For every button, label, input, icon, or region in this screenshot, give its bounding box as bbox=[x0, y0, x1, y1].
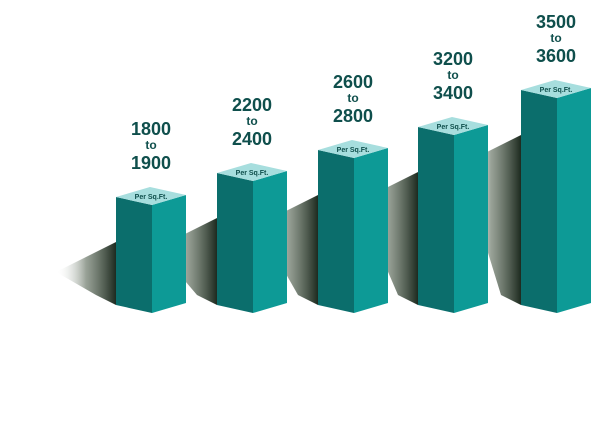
bar-to-label-1: to bbox=[145, 138, 156, 152]
bar-side-3 bbox=[354, 148, 388, 313]
bar-shadow-2 bbox=[157, 218, 217, 305]
bar-unit-label-5: Per Sq.Ft. bbox=[540, 87, 573, 94]
bar-shadow-1 bbox=[56, 242, 116, 305]
bar-high-label-1: 1900 bbox=[131, 153, 171, 173]
bar-to-label-2: to bbox=[246, 114, 257, 128]
bar-top-1 bbox=[116, 187, 186, 205]
bar-high-label-5: 3600 bbox=[536, 46, 576, 66]
bar-front-5 bbox=[521, 90, 557, 313]
bar-high-label-2: 2400 bbox=[232, 129, 272, 149]
bar-front-3 bbox=[318, 150, 354, 313]
bar-top-5 bbox=[521, 80, 591, 98]
bar-low-label-3: 2600 bbox=[333, 72, 373, 92]
bar-unit-label-2: Per Sq.Ft. bbox=[236, 170, 269, 177]
bar-side-2 bbox=[253, 171, 287, 313]
bar-front-4 bbox=[418, 127, 454, 313]
bar-top-3 bbox=[318, 140, 388, 158]
bar-top-4 bbox=[418, 117, 488, 135]
bar-front-1 bbox=[116, 197, 152, 313]
bar-high-label-3: 2800 bbox=[333, 106, 373, 126]
bar-low-label-2: 2200 bbox=[232, 95, 272, 115]
bar-unit-label-4: Per Sq.Ft. bbox=[437, 124, 470, 131]
bar-side-1 bbox=[152, 195, 186, 313]
bar-front-2 bbox=[217, 173, 253, 313]
bar-to-label-4: to bbox=[447, 68, 458, 82]
bar-high-label-4: 3400 bbox=[433, 83, 473, 103]
bar-side-4 bbox=[454, 125, 488, 313]
bar-unit-label-1: Per Sq.Ft. bbox=[135, 194, 168, 201]
bar-top-2 bbox=[217, 163, 287, 181]
bar-unit-label-3: Per Sq.Ft. bbox=[337, 147, 370, 154]
bar-to-label-3: to bbox=[347, 91, 358, 105]
bar-low-label-4: 3200 bbox=[433, 49, 473, 69]
bar-side-5 bbox=[557, 88, 591, 313]
bar-low-label-5: 3500 bbox=[536, 12, 576, 32]
bar-to-label-5: to bbox=[550, 31, 561, 45]
bar-low-label-1: 1800 bbox=[131, 119, 171, 139]
